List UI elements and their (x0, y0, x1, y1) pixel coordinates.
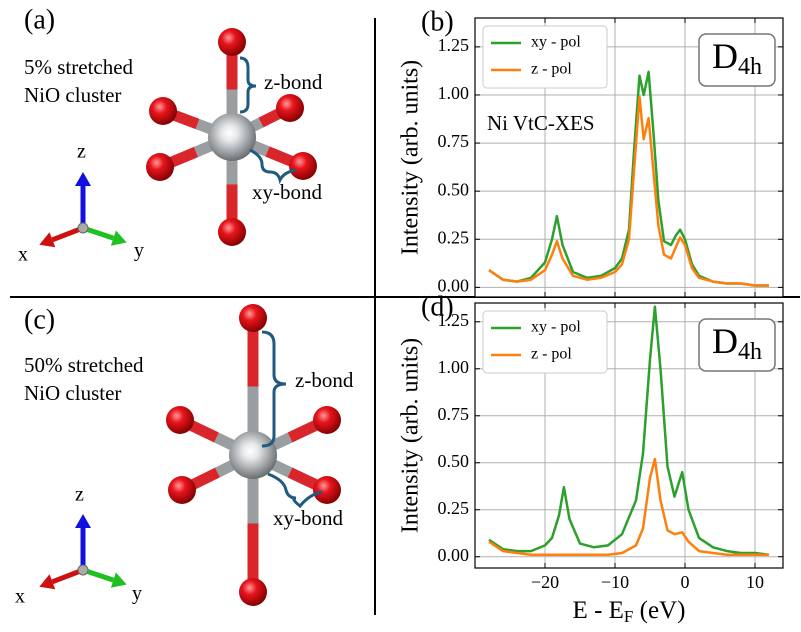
symmetry-base: D (712, 321, 738, 361)
legend-box (482, 25, 608, 89)
oxygen-atom (218, 218, 246, 246)
arrow-head (39, 232, 56, 248)
arrow-head (110, 572, 127, 588)
axis-name: y (132, 583, 142, 605)
x-label-unit: (eV) (633, 597, 685, 624)
oxygen-atom (276, 94, 304, 122)
panel-label: (a) (24, 4, 55, 35)
bracket (267, 472, 323, 509)
panel-text: NiO cluster (24, 83, 121, 107)
symmetry-sub: 4h (738, 54, 762, 80)
nickel-atom (208, 113, 256, 161)
x-axis-label: E - EF (eV) (573, 597, 686, 626)
y-tick-label: 0.75 (438, 404, 470, 424)
y-axis-label: Intensity (arb. units) (398, 60, 424, 255)
symmetry-sub: 4h (738, 339, 762, 365)
plot-frame (474, 17, 784, 298)
legend-label: z - pol (531, 346, 572, 363)
bond-label: xy-bond (252, 180, 322, 204)
plot-frame (474, 302, 784, 569)
arrow-head (75, 172, 91, 186)
chart: 0.00 0.25 0.50 0.75 1.00 1.25 xy - pol z - pol D… (398, 6, 784, 298)
y-tick-label: 1.25 (438, 310, 470, 330)
symmetry-base: D (712, 36, 738, 76)
y-tick-label: 1.00 (438, 83, 470, 103)
symmetry-box (698, 318, 776, 372)
axis-name: z (75, 484, 84, 506)
axis-origin (77, 564, 89, 576)
arrow-head (39, 574, 56, 590)
y-tick-label: 0.00 (438, 545, 470, 565)
oxygen-atom (166, 406, 194, 434)
oxygen-atom (313, 406, 341, 434)
legend-label: xy - pol (531, 34, 581, 51)
panel-text: 5% stretched (24, 55, 134, 79)
panel-text: NiO cluster (24, 381, 121, 405)
axis-name: x (15, 586, 25, 608)
molecule (39, 304, 341, 606)
oxygen-atom (149, 97, 177, 125)
arrow-head (75, 514, 91, 528)
series-line (488, 95, 769, 287)
series-line (488, 305, 770, 557)
series-line (488, 457, 769, 557)
y-tick-label: 0.50 (438, 451, 470, 471)
arrow-head (110, 230, 127, 246)
symmetry-label: D4h (712, 321, 762, 364)
legend-label: z - pol (531, 61, 572, 78)
oxygen-atom (218, 28, 246, 56)
oxygen-atom (168, 476, 196, 504)
x-tick-label: −10 (601, 572, 629, 592)
oxygen-atom (146, 153, 174, 181)
axis-name: z (77, 141, 86, 163)
symmetry-label: D4h (712, 36, 762, 79)
panel-text: 50% stretched (24, 353, 144, 377)
y-tick-label: 1.25 (438, 35, 470, 55)
y-tick-label: 1.00 (438, 357, 470, 377)
y-axis-label: Intensity (arb. units) (398, 338, 424, 533)
y-tick-label: 0.50 (438, 179, 470, 199)
bracket (261, 330, 287, 448)
nickel-atom (229, 431, 277, 479)
x-label-sub: F (624, 607, 633, 626)
chart: 0.00 0.25 0.50 0.75 1.00 1.25 −20 −10 0 10 xy - po… (398, 291, 784, 626)
oxygen-atom (289, 152, 317, 180)
bracket (239, 56, 257, 114)
bracket (249, 148, 297, 185)
y-tick-label: 0.25 (438, 498, 470, 518)
x-tick-label: −20 (531, 572, 559, 592)
y-tick-label: 0.00 (438, 276, 470, 296)
legend-box (482, 310, 608, 374)
x-tick-label: 10 (746, 572, 764, 592)
oxygen-atom (313, 476, 341, 504)
bond-label: z-bond (295, 368, 354, 392)
panel-label: (c) (24, 304, 55, 335)
panel-label: (d) (421, 291, 454, 322)
legend-label: xy - pol (531, 319, 581, 336)
axis-origin (77, 222, 89, 234)
molecule (39, 28, 317, 248)
symmetry-box (698, 33, 776, 87)
x-label-main: E - E (573, 597, 624, 624)
y-tick-label: 0.75 (438, 131, 470, 151)
bond-label: z-bond (264, 70, 323, 94)
series-line (488, 70, 769, 287)
oxygen-atom (239, 578, 267, 606)
charts: 0.00 0.25 0.50 0.75 1.00 1.25 xy - pol z - pol D… (398, 6, 784, 626)
x-tick-label: 0 (681, 572, 690, 592)
panel-label: (b) (421, 6, 454, 37)
oxygen-atom (239, 304, 267, 332)
axis-name: x (18, 244, 28, 266)
y-tick-label: 0.25 (438, 227, 470, 247)
axis-name: y (134, 240, 144, 262)
annotation: Ni VtC-XES (487, 111, 595, 135)
bond-label: xy-bond (273, 506, 343, 530)
